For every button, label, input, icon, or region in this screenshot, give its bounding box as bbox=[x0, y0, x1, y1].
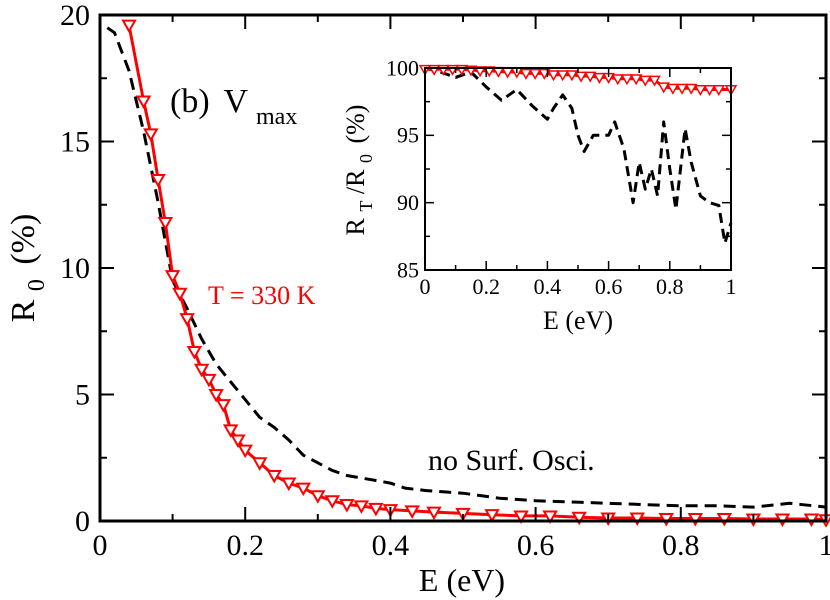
main-x-tick-label: 0.4 bbox=[372, 529, 410, 562]
inset-triangle-marker bbox=[629, 74, 643, 86]
main-triangle-marker bbox=[266, 469, 282, 484]
inset-triangle-marker bbox=[675, 83, 689, 95]
main-triangle-marker bbox=[658, 512, 675, 527]
inset-series-group bbox=[418, 64, 738, 245]
x-axis-label: E (eV) bbox=[419, 562, 505, 598]
inset-triangle-marker bbox=[583, 71, 597, 83]
main-triangle-marker bbox=[186, 345, 203, 360]
main-triangle-marker bbox=[164, 270, 181, 284]
inset-triangle-marker bbox=[473, 66, 487, 78]
main-triangle-marker bbox=[121, 19, 137, 34]
inset-triangle-marker bbox=[556, 70, 569, 82]
inset-triangle-marker bbox=[519, 68, 533, 80]
main-triangle-marker bbox=[179, 313, 195, 327]
main-triangle-marker bbox=[339, 499, 355, 513]
main-triangle-marker bbox=[281, 477, 297, 492]
inset-red-series-line bbox=[425, 67, 731, 91]
inset-triangle-marker bbox=[648, 75, 661, 87]
main-triangle-marker bbox=[251, 457, 268, 471]
main-triangle-marker bbox=[687, 512, 704, 527]
inset-triangle-marker bbox=[639, 75, 652, 87]
main-y-tick-label: 5 bbox=[75, 378, 90, 411]
inset-x-axis-label: E (eV) bbox=[543, 306, 613, 335]
inset-x-tick-label: 0.2 bbox=[472, 274, 500, 299]
inset-triangle-marker bbox=[593, 72, 606, 84]
inset-background bbox=[425, 68, 731, 270]
main-triangle-marker bbox=[150, 173, 166, 188]
main-triangle-marker bbox=[143, 128, 159, 142]
inset-triangle-marker bbox=[620, 74, 634, 86]
main-x-tick-label: 0.8 bbox=[662, 529, 700, 562]
inset-triangle-marker bbox=[666, 83, 680, 95]
main-y-tick-label: 20 bbox=[60, 0, 90, 32]
inset-triangle-marker bbox=[528, 68, 542, 80]
inset-triangle-marker bbox=[565, 70, 579, 82]
main-triangle-marker bbox=[404, 505, 420, 519]
main-triangle-marker bbox=[201, 373, 217, 388]
main-triangle-marker bbox=[571, 511, 587, 526]
main-y-tick-label: 0 bbox=[75, 505, 90, 538]
main-x-tick-label: 0.2 bbox=[226, 529, 264, 562]
inset-triangle-marker bbox=[657, 82, 670, 94]
inset-y-tick-label: 100 bbox=[386, 55, 419, 80]
main-triangle-marker bbox=[513, 510, 529, 524]
main-triangle-marker bbox=[230, 434, 246, 449]
main-triangle-marker bbox=[157, 216, 174, 231]
main-triangle-marker bbox=[215, 399, 232, 413]
inset-triangle-marker bbox=[712, 85, 726, 97]
panel-label: (b) V max bbox=[170, 83, 297, 130]
inset-triangle-marker bbox=[611, 74, 625, 86]
main-y-tick-label: 15 bbox=[60, 125, 90, 158]
main-triangle-marker bbox=[542, 510, 558, 524]
main-triangle-marker bbox=[629, 512, 645, 526]
inset-triangle-marker bbox=[694, 85, 707, 97]
inset-x-tick-label: 0.6 bbox=[595, 274, 623, 299]
main-triangle-marker bbox=[324, 495, 341, 509]
main-x-tick-label: 0 bbox=[93, 529, 108, 562]
main-triangle-marker bbox=[193, 363, 210, 378]
main-x-tick-label: 0.6 bbox=[517, 529, 555, 562]
inset-triangle-marker bbox=[684, 83, 698, 95]
red-series-annotation: T = 330 K bbox=[208, 281, 316, 310]
inset-dashed-series-line bbox=[424, 66, 733, 245]
main-triangle-marker bbox=[222, 424, 239, 438]
main-y-tick-label: 10 bbox=[60, 252, 90, 285]
inset-ticks: 0 0.2 0.4 0.6 0.8 1 85 90 95 100 bbox=[386, 55, 737, 299]
inset-triangle-marker bbox=[703, 85, 716, 97]
main-triangle-marker bbox=[295, 482, 312, 497]
main-triangle-marker bbox=[368, 502, 384, 517]
inset-y-tick-label: 85 bbox=[397, 257, 419, 282]
inset-y-axis-label: R T /R 0 (%) bbox=[341, 105, 378, 236]
inset-x-tick-label: 0.8 bbox=[656, 274, 684, 299]
main-triangle-marker bbox=[208, 389, 224, 403]
inset-x-tick-label: 0 bbox=[420, 274, 431, 299]
main-triangle-marker bbox=[172, 287, 188, 302]
main-triangle-marker bbox=[237, 444, 253, 459]
inset-y-tick-label: 95 bbox=[397, 123, 419, 148]
main-triangle-marker bbox=[310, 490, 326, 504]
inset-x-tick-label: 0.4 bbox=[534, 274, 562, 299]
inset-plot: 0 0.2 0.4 0.6 0.8 1 85 90 95 100 E (eV) R T /R 0 … bbox=[341, 55, 738, 335]
main-triangle-marker bbox=[353, 500, 370, 514]
inset-y-tick-label: 90 bbox=[397, 190, 419, 215]
inset-triangle-marker bbox=[574, 71, 588, 83]
inset-x-tick-label: 1 bbox=[726, 274, 737, 299]
main-triangle-marker bbox=[426, 506, 442, 521]
main-triangle-marker bbox=[135, 95, 152, 110]
main-triangle-marker bbox=[716, 512, 733, 527]
inset-triangle-marker bbox=[547, 70, 560, 82]
main-triangle-marker bbox=[484, 509, 500, 523]
main-x-tick-label: 1 bbox=[819, 529, 830, 562]
black-series-annotation: no Surf. Osci. bbox=[428, 444, 595, 477]
y-axis-label: R 0 (%) bbox=[5, 214, 52, 323]
